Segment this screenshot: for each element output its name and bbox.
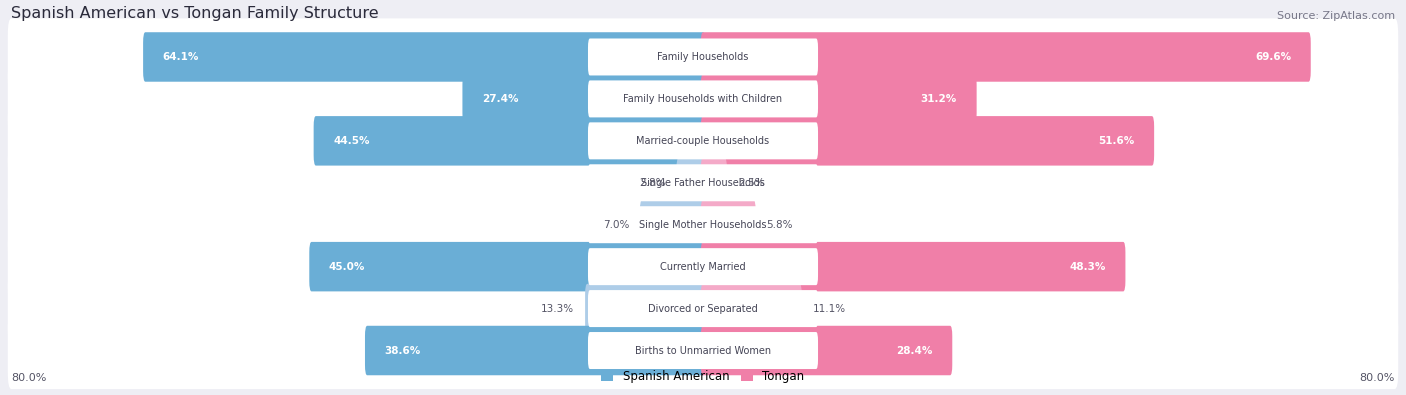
Text: Births to Unmarried Women: Births to Unmarried Women: [636, 346, 770, 356]
Text: Married-couple Households: Married-couple Households: [637, 136, 769, 146]
FancyBboxPatch shape: [588, 332, 818, 369]
Text: Single Mother Households: Single Mother Households: [640, 220, 766, 230]
FancyBboxPatch shape: [700, 284, 801, 333]
Text: Currently Married: Currently Married: [661, 261, 745, 272]
Text: 45.0%: 45.0%: [329, 261, 366, 272]
Text: 13.3%: 13.3%: [541, 304, 574, 314]
Text: 28.4%: 28.4%: [896, 346, 932, 356]
Text: 44.5%: 44.5%: [333, 136, 370, 146]
FancyBboxPatch shape: [8, 186, 1398, 263]
Text: 80.0%: 80.0%: [1360, 373, 1395, 383]
FancyBboxPatch shape: [8, 60, 1398, 137]
FancyBboxPatch shape: [585, 284, 706, 333]
FancyBboxPatch shape: [309, 242, 706, 292]
Legend: Spanish American, Tongan: Spanish American, Tongan: [602, 370, 804, 383]
FancyBboxPatch shape: [8, 270, 1398, 347]
Text: 7.0%: 7.0%: [603, 220, 628, 230]
FancyBboxPatch shape: [588, 164, 818, 201]
FancyBboxPatch shape: [314, 116, 706, 166]
FancyBboxPatch shape: [463, 74, 706, 124]
FancyBboxPatch shape: [143, 32, 706, 82]
FancyBboxPatch shape: [700, 74, 977, 124]
FancyBboxPatch shape: [700, 116, 1154, 166]
FancyBboxPatch shape: [588, 38, 818, 75]
Text: 51.6%: 51.6%: [1098, 136, 1135, 146]
Text: 48.3%: 48.3%: [1070, 261, 1107, 272]
Text: 80.0%: 80.0%: [11, 373, 46, 383]
FancyBboxPatch shape: [700, 158, 727, 207]
Text: 27.4%: 27.4%: [482, 94, 519, 104]
Text: Family Households: Family Households: [658, 52, 748, 62]
FancyBboxPatch shape: [700, 326, 952, 375]
FancyBboxPatch shape: [700, 32, 1310, 82]
FancyBboxPatch shape: [588, 248, 818, 285]
Text: 11.1%: 11.1%: [813, 304, 846, 314]
FancyBboxPatch shape: [8, 144, 1398, 221]
FancyBboxPatch shape: [588, 122, 818, 159]
FancyBboxPatch shape: [700, 242, 1125, 292]
FancyBboxPatch shape: [366, 326, 706, 375]
Text: Family Households with Children: Family Households with Children: [623, 94, 783, 104]
Text: 31.2%: 31.2%: [921, 94, 957, 104]
Text: 2.5%: 2.5%: [738, 178, 765, 188]
FancyBboxPatch shape: [8, 228, 1398, 305]
Text: 64.1%: 64.1%: [163, 52, 200, 62]
Text: 5.8%: 5.8%: [766, 220, 793, 230]
FancyBboxPatch shape: [676, 158, 706, 207]
Text: 69.6%: 69.6%: [1256, 52, 1291, 62]
Text: Source: ZipAtlas.com: Source: ZipAtlas.com: [1277, 11, 1395, 21]
Text: 38.6%: 38.6%: [385, 346, 420, 356]
FancyBboxPatch shape: [8, 312, 1398, 389]
FancyBboxPatch shape: [8, 19, 1398, 96]
FancyBboxPatch shape: [588, 206, 818, 243]
FancyBboxPatch shape: [640, 200, 706, 250]
Text: Single Father Households: Single Father Households: [641, 178, 765, 188]
Text: Spanish American vs Tongan Family Structure: Spanish American vs Tongan Family Struct…: [11, 6, 380, 21]
FancyBboxPatch shape: [8, 102, 1398, 179]
FancyBboxPatch shape: [588, 290, 818, 327]
FancyBboxPatch shape: [588, 81, 818, 117]
Text: 2.8%: 2.8%: [640, 178, 665, 188]
FancyBboxPatch shape: [700, 200, 755, 250]
Text: Divorced or Separated: Divorced or Separated: [648, 304, 758, 314]
